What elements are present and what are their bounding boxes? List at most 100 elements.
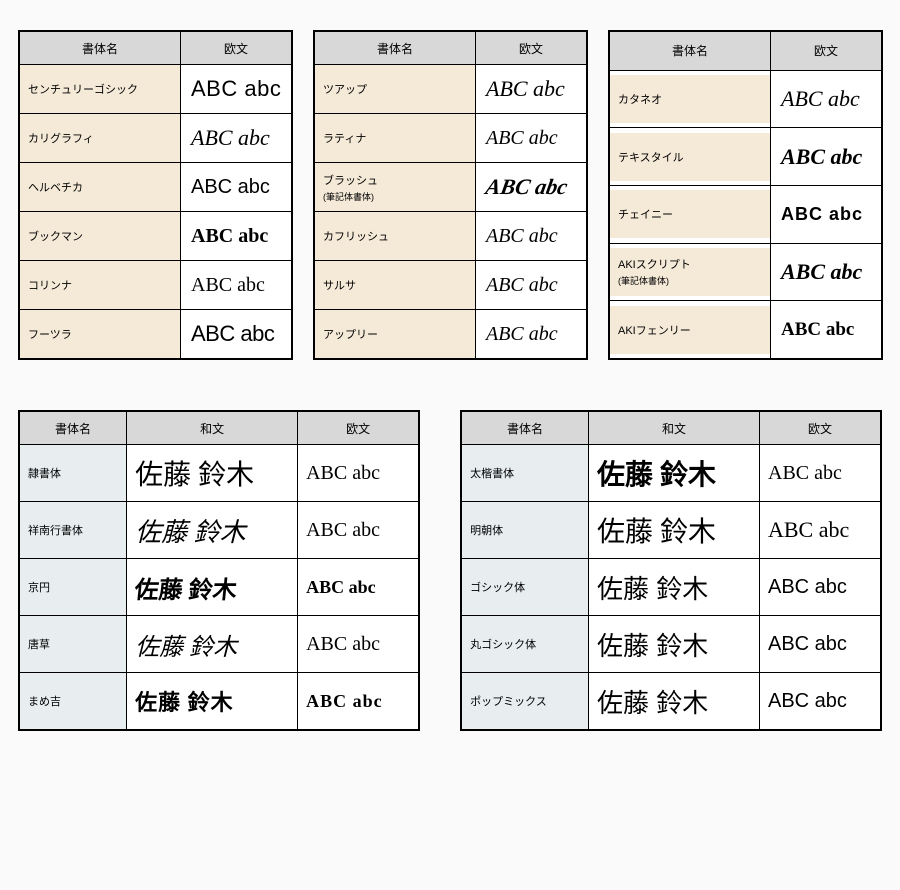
font-row: ゴシック体佐藤 鈴木ABC abc [461,559,881,616]
bottom-row: 書体名 和文 欧文 隷書体佐藤 鈴木ABC abc祥南行書体佐藤 鈴木ABC a… [18,410,882,731]
font-sample-latin: ABC abc [181,114,291,162]
font-name-cell: カリグラフィ [20,114,180,162]
col-header-name: 書体名 [609,31,771,70]
font-sample-latin: ABC abc [298,502,418,558]
font-row: ヘルベチカ ABC abc [19,163,292,212]
font-name-cell: アップリー [315,310,475,358]
font-name: アップリー [323,326,467,342]
font-sample-latin: ABC abc [771,248,881,296]
font-name: カフリッシュ [323,228,467,244]
font-name: テキスタイル [618,149,762,165]
font-row: チェイニーABC abc [609,186,882,244]
font-row: コリンナ ABC abc [19,261,292,310]
font-name-cell: カタネオ [610,75,770,123]
font-sample-latin: ABC abc [181,65,291,113]
font-sample-kanji: 佐藤 鈴木 [589,559,759,615]
font-name-cell: まめ吉 [20,673,126,729]
font-name: ラティナ [323,130,467,146]
font-row: フーツラABC abc [19,310,292,360]
font-sample-latin: ABC abc [760,502,880,558]
font-name-cell: ポップミックス [462,673,588,729]
font-sample-latin: ABC abc [476,114,586,162]
font-name: カリグラフィ [28,130,172,146]
font-row: カタネオ ABC abc [609,70,882,128]
font-row: まめ吉佐藤 鈴木ABC abc [19,673,419,731]
font-name: サルサ [323,277,467,293]
col-header-ou: 欧文 [298,411,420,445]
font-sample-latin: ABC abc [771,306,881,354]
font-name: カタネオ [618,91,762,107]
font-row: ブックマン ABC abc [19,212,292,261]
font-row: 祥南行書体佐藤 鈴木ABC abc [19,502,419,559]
font-row: 丸ゴシック体佐藤 鈴木ABC abc [461,616,881,673]
font-row: ツアップABC abc [314,65,587,114]
font-row: ブラッシュ(筆記体書体)ABC abc [314,163,587,212]
font-sample-latin: ABC abc [760,559,880,615]
font-sample-latin: ABC abc [760,673,880,729]
font-sample-kanji: 佐藤 鈴木 [124,559,300,615]
font-row: センチュリーゴシック ABC abc [19,65,292,114]
font-row: ラティナ ABC abc [314,114,587,163]
font-name: ヘルベチカ [28,179,172,195]
font-name-cell: 太楷書体 [462,445,588,501]
font-sample-latin: ABC abc [298,673,418,729]
font-sample-latin: ABC abc [181,261,291,309]
font-name-sub: (筆記体書体) [323,190,467,203]
font-name-cell: テキスタイル [610,133,770,181]
font-name-cell: サルサ [315,261,475,309]
font-name: コリンナ [28,277,172,293]
font-name-cell: ブラッシュ(筆記体書体) [315,163,475,211]
font-sample-latin: ABC abc [760,445,880,501]
font-row: サルサ ABC abc [314,261,587,310]
font-row: アップリー ABC abc [314,310,587,360]
font-sample-kanji: 佐藤 鈴木 [589,616,759,672]
font-name-cell: AKIスクリプト(筆記体書体) [610,248,770,296]
font-name: ブックマン [28,228,172,244]
font-row: テキスタイル ABC abc [609,128,882,186]
col-header-name: 書体名 [19,31,181,65]
col-header-name: 書体名 [461,411,588,445]
font-sample-latin: ABC abc [298,616,418,672]
font-name-cell: コリンナ [20,261,180,309]
font-name: AKIフェンリー [618,322,762,338]
top-row: 書体名 欧文 センチュリーゴシックABC abcカリグラフィABC abcヘルベ… [18,30,882,360]
font-row: AKIフェンリー ABC abc [609,301,882,359]
font-sample-kanji: 佐藤 鈴木 [127,616,297,672]
font-name-cell: 京円 [20,559,126,615]
font-table-bottom-1: 書体名 和文 欧文 隷書体佐藤 鈴木ABC abc祥南行書体佐藤 鈴木ABC a… [18,410,420,731]
font-name-cell: ゴシック体 [462,559,588,615]
font-name-cell: AKIフェンリー [610,306,770,354]
font-sample-latin: ABC abc [476,310,586,358]
font-sample-kanji: 佐藤 鈴木 [589,502,759,558]
font-sample-kanji: 佐藤 鈴木 [589,445,759,501]
font-sample-latin: ABC abc [472,163,590,211]
font-name: チェイニー [618,206,762,222]
font-sample-latin: ABC abc [771,133,881,181]
font-sample-latin: ABC abc [298,559,418,615]
font-row: ポップミックス佐藤 鈴木ABC abc [461,673,881,731]
font-name-cell: 明朝体 [462,502,588,558]
font-name-cell: チェイニー [610,190,770,238]
font-sample-latin: ABC abc [760,616,880,672]
font-name: ツアップ [323,81,467,97]
page: 書体名 欧文 センチュリーゴシックABC abcカリグラフィABC abcヘルベ… [0,0,900,890]
font-row: 太楷書体佐藤 鈴木ABC abc [461,445,881,502]
font-sample-latin: ABC abc [771,75,881,123]
font-row: 京円佐藤 鈴木ABC abc [19,559,419,616]
col-header-name: 書体名 [19,411,127,445]
font-table-top-1: 書体名 欧文 センチュリーゴシックABC abcカリグラフィABC abcヘルベ… [18,30,293,360]
font-sample-latin: ABC abc [181,163,291,211]
font-name-cell: 丸ゴシック体 [462,616,588,672]
font-sample-latin: ABC abc [476,261,586,309]
font-name-cell: ツアップ [315,65,475,113]
font-sample-latin: ABC abc [298,445,418,501]
col-header-wa: 和文 [589,411,760,445]
font-name-cell: センチュリーゴシック [20,65,180,113]
font-name: AKIスクリプト [618,256,762,272]
col-header-ou: 欧文 [760,411,882,445]
font-sample-latin: ABC abc [181,212,291,260]
font-name-cell: フーツラ [20,310,180,358]
col-header-ou: 欧文 [181,31,293,65]
font-name: センチュリーゴシック [28,81,172,97]
col-header-wa: 和文 [127,411,298,445]
